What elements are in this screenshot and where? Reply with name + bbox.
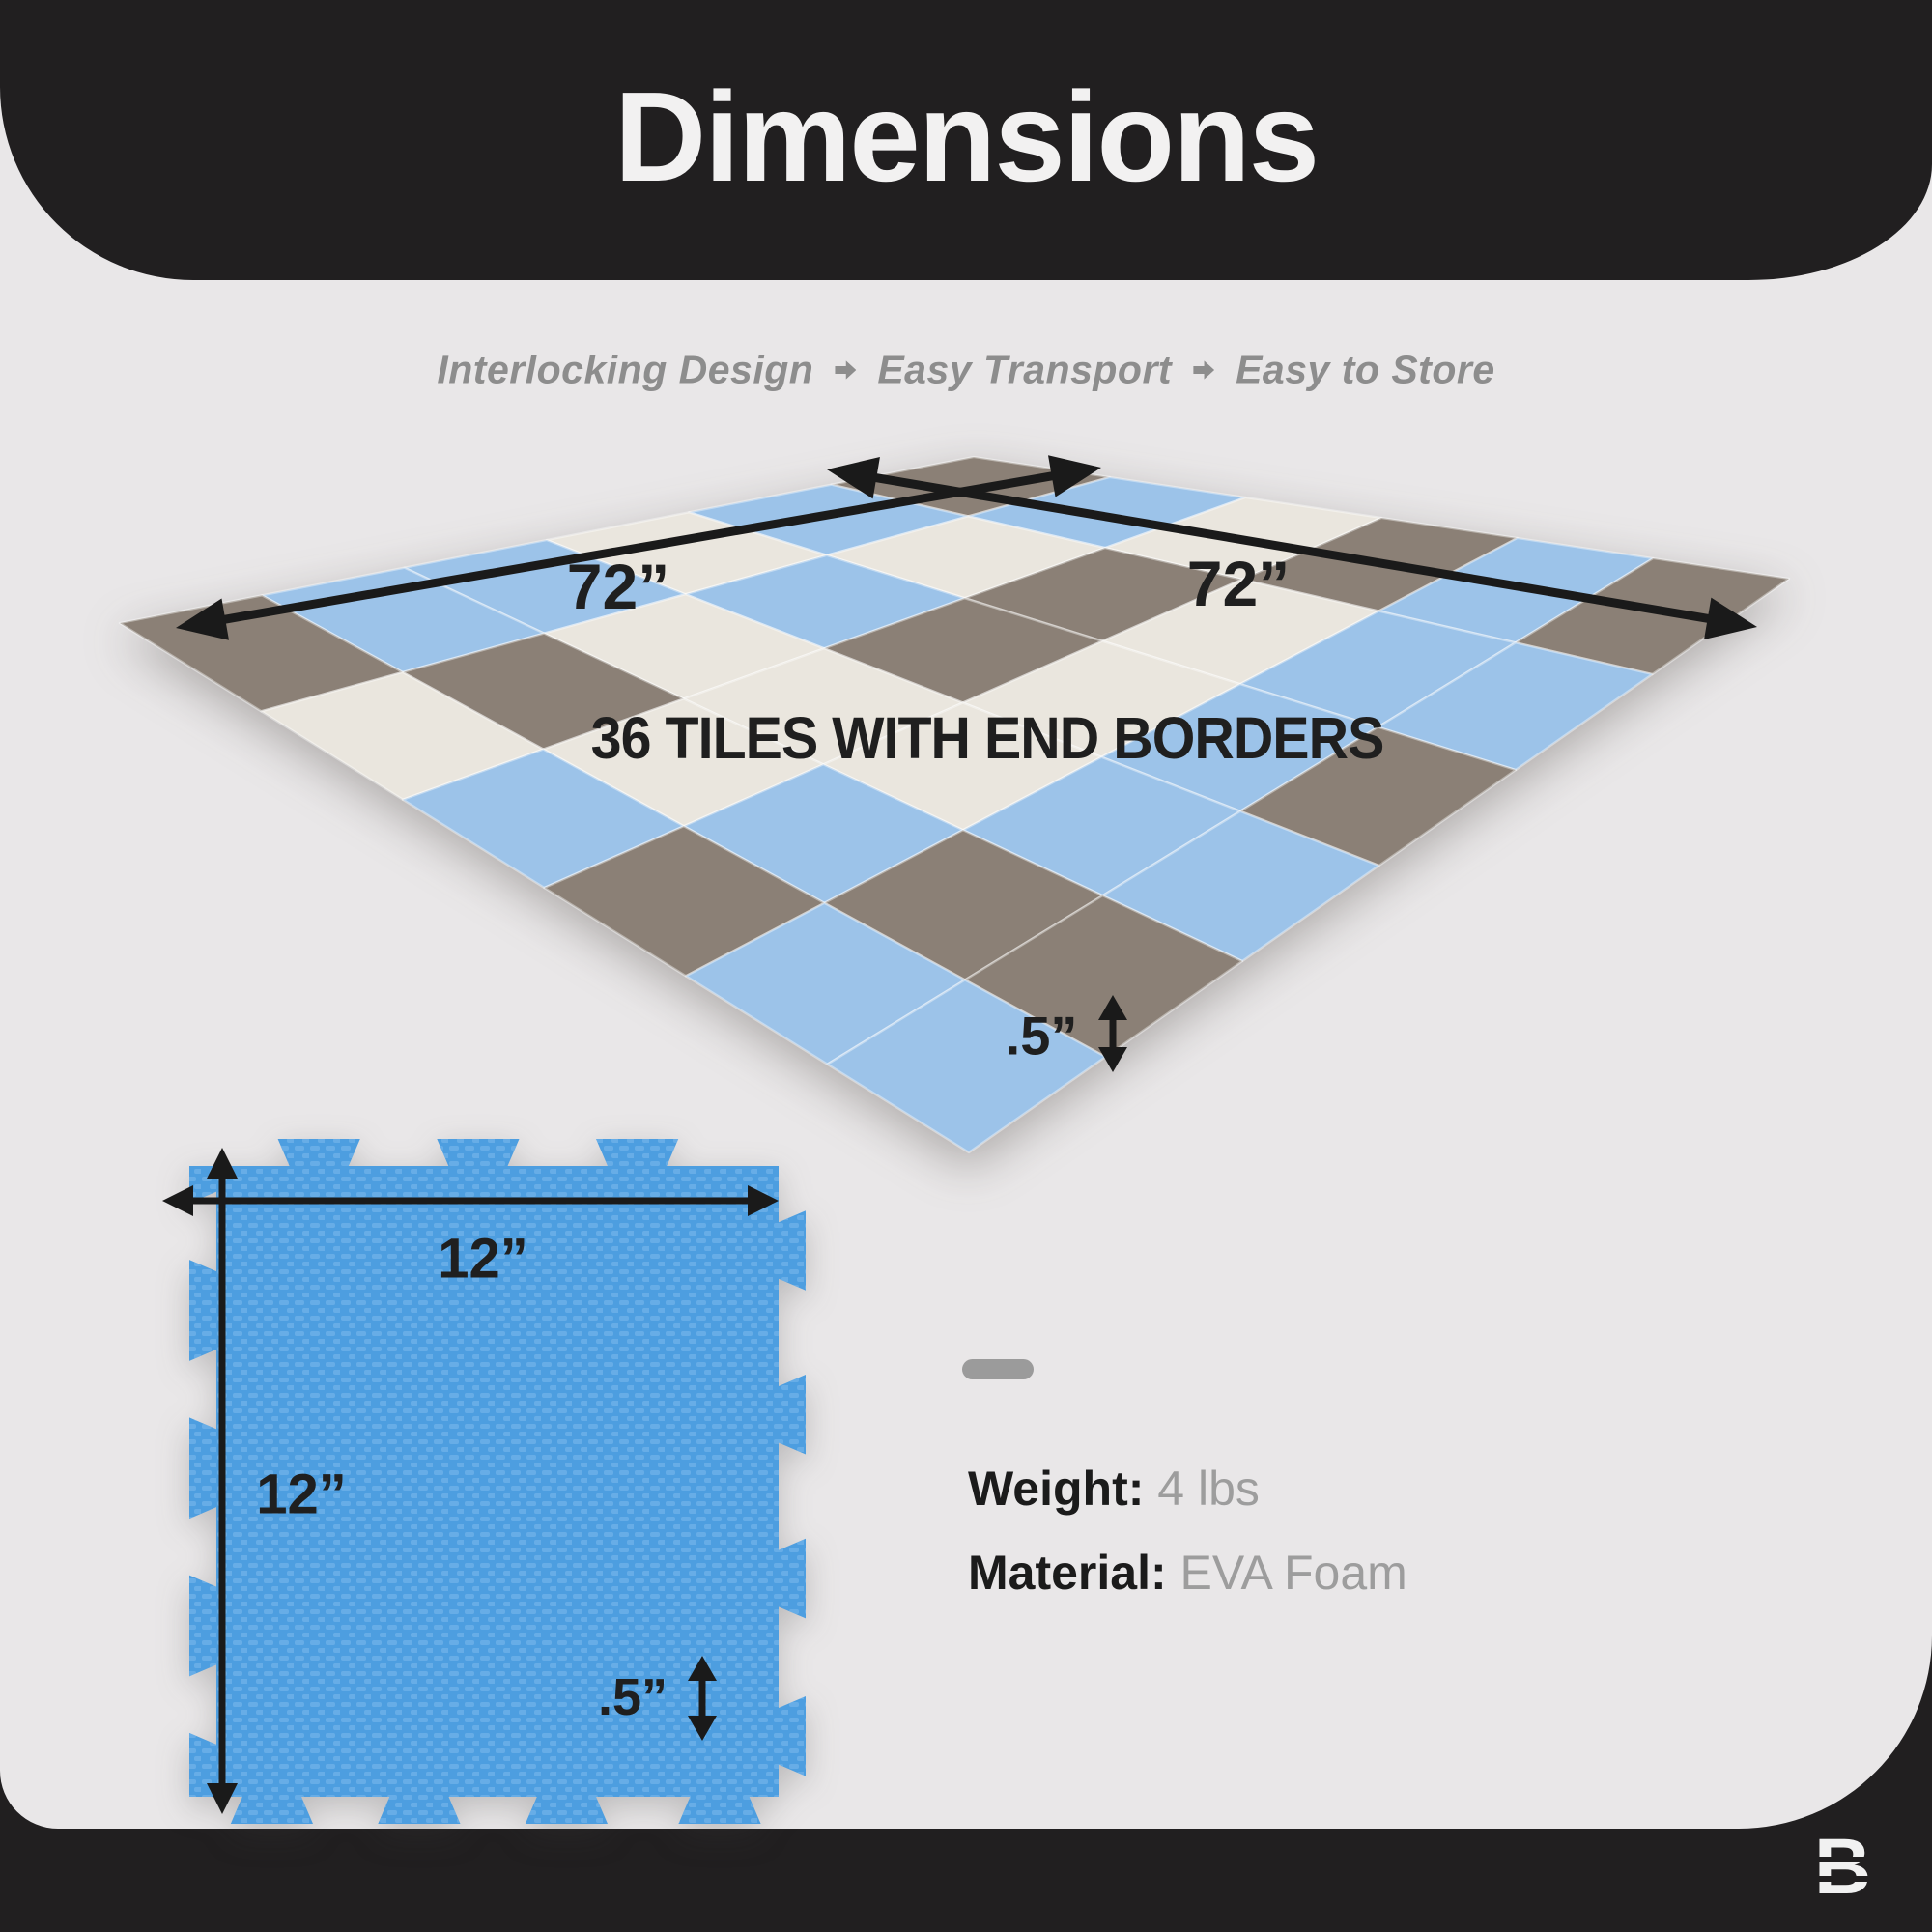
double-arrow	[176, 455, 1101, 640]
brand-logo: B	[1814, 1828, 1901, 1907]
double-arrow	[162, 1185, 779, 1216]
mat-width-right-label: 72”	[1186, 548, 1291, 619]
weight-value: 4 lbs	[1157, 1462, 1260, 1516]
divider-dash	[962, 1359, 1034, 1379]
subtitle-item-interlocking: Interlocking Design	[437, 347, 814, 392]
page-title: Dimensions	[613, 66, 1320, 208]
subtitle: Interlocking Design Easy Transport Easy …	[437, 348, 1494, 393]
subtitle-item-transport: Easy Transport	[877, 347, 1173, 392]
double-arrow	[688, 1656, 717, 1741]
material-label: Material:	[968, 1546, 1167, 1600]
brand-logo-letter: B	[1814, 1823, 1872, 1911]
mat-width-left-label: 72”	[566, 551, 670, 622]
double-arrow	[1098, 995, 1127, 1072]
tile-height-label: 12”	[256, 1463, 347, 1526]
logo-stripe	[1816, 1857, 1876, 1862]
tile-width-label: 12”	[438, 1227, 528, 1291]
header-banner: Dimensions	[0, 0, 1932, 280]
weight-label: Weight:	[968, 1462, 1145, 1516]
mat-tile	[826, 979, 1107, 1154]
double-arrow	[827, 456, 1757, 640]
mat-caption: 36 TILES WITH END BORDERS	[590, 705, 1385, 771]
weight-row: Weight: 4 lbs	[968, 1461, 1260, 1517]
tile-thickness-label: .5”	[597, 1668, 668, 1726]
mat-thickness-label: .5”	[1005, 1005, 1078, 1066]
material-row: Material: EVA Foam	[968, 1545, 1407, 1601]
double-arrow	[207, 1148, 238, 1814]
material-value: EVA Foam	[1179, 1546, 1407, 1600]
subtitle-item-store: Easy to Store	[1236, 347, 1495, 392]
foam-tile-texture	[189, 1139, 806, 1824]
logo-stripe	[1816, 1876, 1876, 1882]
